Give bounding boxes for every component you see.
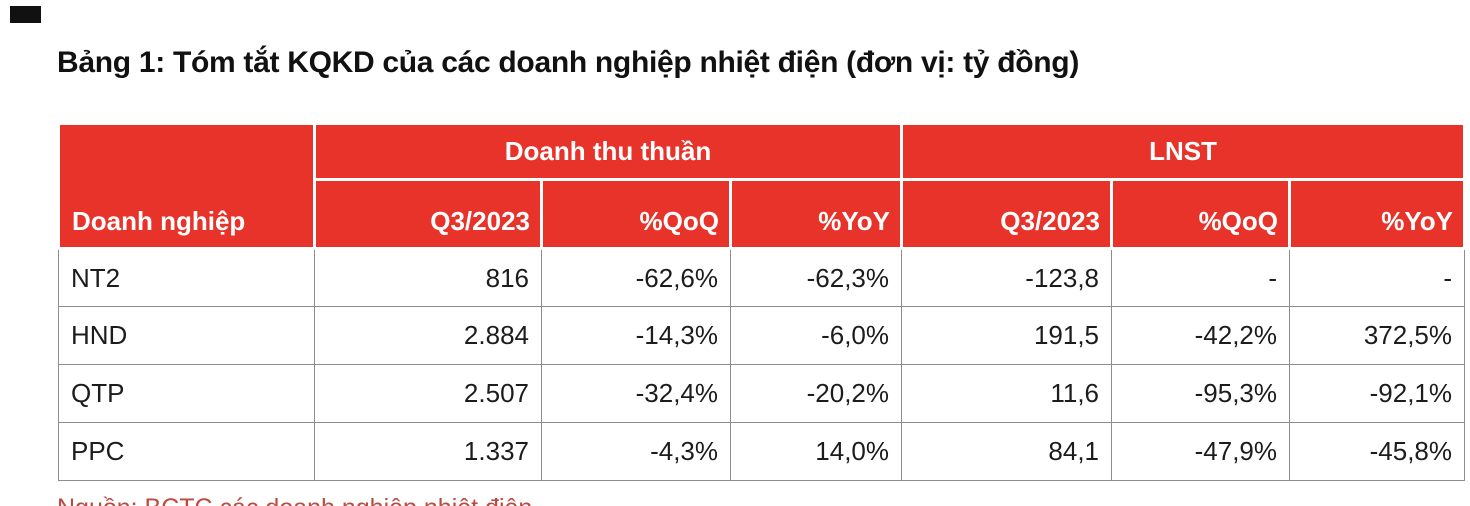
group-header-revenue: Doanh thu thuần — [312, 122, 904, 181]
value-cell: - — [1289, 248, 1466, 307]
value-cell: -4,3% — [541, 422, 731, 481]
column-header-lnst-q32023: Q3/2023 — [900, 178, 1114, 250]
ticker-cell: NT2 — [58, 248, 315, 307]
value-cell: 14,0% — [729, 422, 903, 481]
source-footnote-clipped: Nguồn: BCTC các doanh nghiệp nhiệt điện — [57, 495, 677, 506]
kqkd-summary-table: Doanh nghiệp Doanh thu thuần LNST Q3/202… — [57, 122, 1467, 481]
value-cell: -6,0% — [729, 306, 903, 365]
value-cell: 372,5% — [1289, 306, 1466, 365]
value-cell: - — [1111, 248, 1291, 307]
group-header-lnst: LNST — [900, 122, 1467, 181]
sub-header-row: Q3/2023 %QoQ %YoY Q3/2023 %QoQ %YoY — [59, 178, 1467, 250]
value-cell: -20,2% — [729, 364, 903, 423]
value-cell: -14,3% — [541, 306, 731, 365]
ticker-cell: HND — [58, 306, 315, 365]
value-cell: 816 — [314, 248, 542, 307]
value-cell: -62,6% — [541, 248, 731, 307]
value-cell: -42,2% — [1111, 306, 1291, 365]
column-header-revenue-q32023: Q3/2023 — [313, 178, 543, 250]
value-cell: -45,8% — [1289, 422, 1466, 481]
column-header-revenue-qoq: %QoQ — [540, 178, 732, 250]
table-row: QTP 2.507 -32,4% -20,2% 11,6 -95,3% -92,… — [58, 364, 1466, 423]
table-title: Bảng 1: Tóm tắt KQKD của các doanh nghiệ… — [57, 46, 1080, 79]
value-cell: 11,6 — [901, 364, 1113, 423]
group-header-row: Doanh nghiệp Doanh thu thuần LNST — [57, 122, 1467, 250]
value-cell: 1.337 — [314, 422, 542, 481]
value-cell: 84,1 — [901, 422, 1113, 481]
column-header-revenue-yoy: %YoY — [728, 178, 904, 250]
value-cell: -92,1% — [1289, 364, 1466, 423]
value-cell: -123,8 — [901, 248, 1113, 307]
table-row: HND 2.884 -14,3% -6,0% 191,5 -42,2% 372,… — [58, 306, 1466, 365]
value-cell: -62,3% — [729, 248, 903, 307]
column-header-company: Doanh nghiệp — [57, 122, 316, 250]
ticker-cell: QTP — [58, 364, 315, 423]
column-header-lnst-qoq: %QoQ — [1110, 178, 1292, 250]
value-cell: 2.884 — [314, 306, 542, 365]
value-cell: 2.507 — [314, 364, 542, 423]
ticker-cell: PPC — [58, 422, 315, 481]
value-cell: 191,5 — [901, 306, 1113, 365]
page-corner-mark — [10, 6, 41, 23]
column-header-lnst-yoy: %YoY — [1288, 178, 1467, 250]
table-row: PPC 1.337 -4,3% 14,0% 84,1 -47,9% -45,8% — [58, 422, 1466, 481]
table-row: NT2 816 -62,6% -62,3% -123,8 - - — [58, 248, 1466, 307]
value-cell: -95,3% — [1111, 364, 1291, 423]
value-cell: -47,9% — [1111, 422, 1291, 481]
value-cell: -32,4% — [541, 364, 731, 423]
